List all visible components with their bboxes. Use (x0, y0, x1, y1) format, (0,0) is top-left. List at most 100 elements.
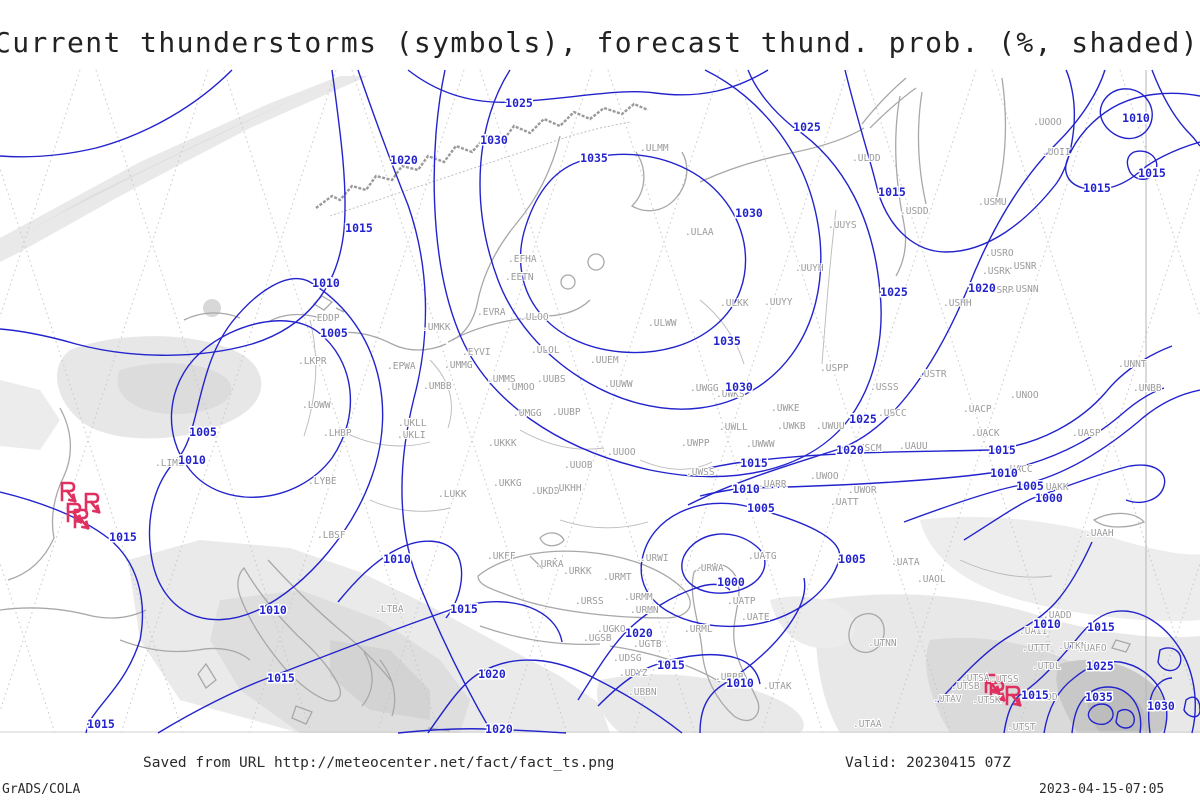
pressure-label: 1005 (189, 425, 217, 439)
station-label: .UWUU (816, 421, 845, 432)
station-label: .LYBE (308, 476, 337, 487)
coastlines (0, 77, 1146, 732)
pressure-label: 1015 (878, 185, 906, 199)
station-label: .UTAA (853, 719, 882, 730)
station-label: .UKKG (493, 478, 522, 489)
station-label: .UATE (741, 612, 770, 623)
pressure-label: 1020 (485, 722, 513, 736)
station-label: .UWGG (690, 383, 719, 394)
pressure-label: 1015 (657, 658, 685, 672)
station-label: .EDDP (311, 313, 340, 324)
pressure-label: 1010 (383, 552, 411, 566)
station-label: .URWA (695, 563, 724, 574)
station-label: .UTKN (1058, 641, 1087, 652)
pressure-label: 1000 (1035, 491, 1063, 505)
pressure-label: 1015 (740, 456, 768, 470)
station-label: .UWOR (848, 485, 877, 496)
station-label: .UMKK (422, 322, 451, 333)
station-label: .UAFO (1078, 643, 1107, 654)
station-label: .UDSG (613, 653, 642, 664)
station-label: .UKDD (531, 486, 560, 497)
pressure-label: 1025 (1086, 659, 1114, 673)
station-label: .USSS (870, 382, 899, 393)
station-label: .USNR (1008, 261, 1037, 272)
station-label: .UKKK (488, 438, 517, 449)
station-label: .UTSB (951, 681, 980, 692)
pressure-label: 1025 (880, 285, 908, 299)
station-label: .URWI (640, 553, 669, 564)
station-label: .UGKO (597, 624, 626, 635)
station-label: .LUKK (438, 489, 467, 500)
station-label: .UNBB (1133, 383, 1162, 394)
station-label: .UGSB (583, 633, 612, 644)
station-label: .UMMS (487, 374, 516, 385)
pressure-label: 1010 (1033, 617, 1061, 631)
station-label: .UWKS (716, 389, 745, 400)
station-label: .URSS (575, 596, 604, 607)
pressure-label: 1015 (109, 530, 137, 544)
station-label: .ULOO (520, 312, 549, 323)
station-label: .USRK (982, 266, 1011, 277)
station-label: .UUBS (537, 374, 566, 385)
station-label: .UMMG (444, 360, 473, 371)
pressure-label: 1020 (478, 667, 506, 681)
station-label: .EFHA (508, 254, 537, 265)
pressure-label: 1010 (732, 482, 760, 496)
pressure-label: 1010 (990, 466, 1018, 480)
pressure-label: 1015 (87, 717, 115, 731)
station-label: .UBBN (628, 687, 657, 698)
station-label: .UOII (1042, 147, 1071, 158)
station-labels: .ULMM .ULAA .EFHA .EETN .ULDD .USDD .USMU .UOOO… (154, 116, 1163, 734)
pressure-label: 1010 (312, 276, 340, 290)
station-label: .URMM (624, 592, 653, 603)
station-label: .UTAV (933, 694, 962, 705)
station-label: .UACP (963, 404, 992, 415)
station-label: .UKLI (397, 430, 426, 441)
pressure-label: 1015 (345, 221, 373, 235)
saved-from-url-text: Saved from URL http://meteocenter.net/fa… (143, 755, 615, 771)
station-label: .UTDD (1029, 692, 1058, 703)
station-label: .UAII (1019, 626, 1048, 637)
station-label: .UWSS (686, 467, 715, 478)
station-label: .URMN (630, 605, 659, 616)
station-label: .UWKB (777, 421, 806, 432)
station-label: .URMT (603, 572, 632, 583)
station-label: .USCC (878, 408, 907, 419)
station-label: .LKPR (298, 356, 327, 367)
station-label: .UMGG (513, 408, 542, 419)
station-label: .UUWW (604, 379, 633, 390)
station-label: .UAAH (1085, 528, 1114, 539)
station-label: .UARR (758, 479, 787, 490)
pressure-label: 1000 (717, 575, 745, 589)
station-label: .UUOB (564, 460, 593, 471)
station-label: .URKK (563, 566, 592, 577)
station-label: .UATP (727, 596, 756, 607)
station-label: .UWKE (771, 403, 800, 414)
station-label: .UAKK (1040, 482, 1069, 493)
station-label: .LHBP (323, 428, 352, 439)
pressure-label: 1005 (1016, 479, 1044, 493)
station-label: .URKA (535, 559, 564, 570)
station-label: .ULOL (531, 345, 560, 356)
station-label: .UBBB (715, 672, 744, 683)
station-label: .UAOL (917, 574, 946, 585)
grads-credit: GrADS/COLA (2, 782, 81, 797)
station-label: .ULKK (720, 298, 749, 309)
station-label: .UWLL (719, 422, 748, 433)
station-label: .UWPP (681, 438, 710, 449)
station-label: .UNNT (1118, 359, 1147, 370)
pressure-label: 1020 (968, 281, 996, 295)
pressure-label: 1010 (178, 453, 206, 467)
station-label: .UMBB (423, 381, 452, 392)
station-label: .UTNN (868, 638, 897, 649)
station-label: .UDYZ (619, 668, 648, 679)
station-label: .UTTT (1022, 643, 1051, 654)
station-label: .UTST (1007, 722, 1036, 733)
station-label: .UWOO (810, 471, 839, 482)
pressure-label: 1015 (1138, 166, 1166, 180)
station-label: .LIML (155, 458, 184, 469)
station-label: .UTSS (990, 674, 1019, 685)
pressure-label: 1025 (793, 120, 821, 134)
